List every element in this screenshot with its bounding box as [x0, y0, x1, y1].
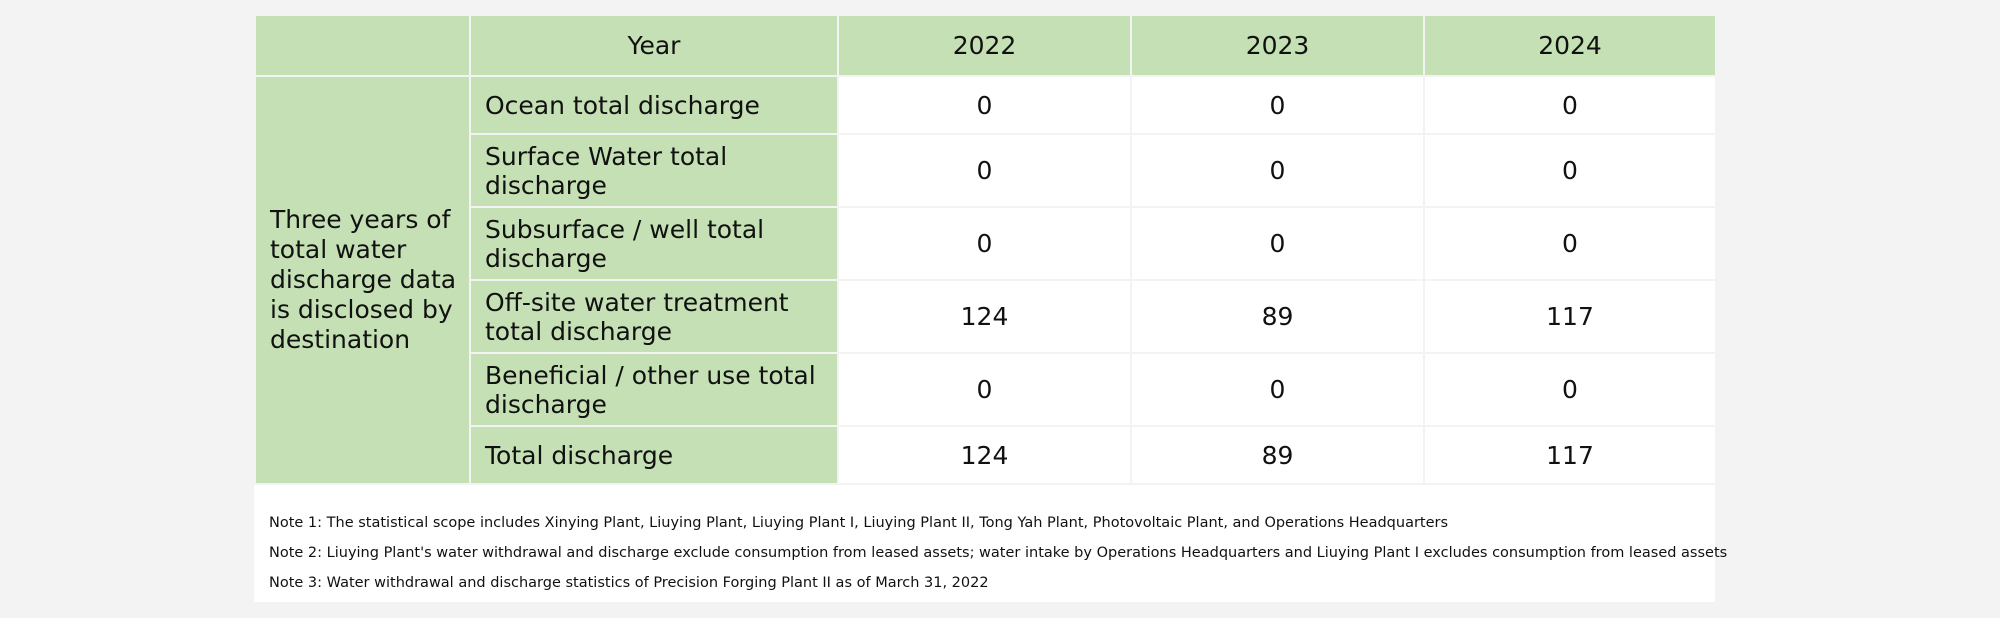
water-discharge-table: Year 2022 2023 2024 Three years of total…: [254, 14, 1717, 485]
header-corner-cell: [254, 14, 471, 77]
table-cell: 89: [1130, 279, 1425, 354]
table-cell: 0: [837, 352, 1132, 427]
header-year-2022: 2022: [837, 14, 1132, 77]
table-cell: 0: [1130, 206, 1425, 281]
row-group-label: Three years of total water discharge dat…: [254, 75, 471, 485]
header-year-2024: 2024: [1423, 14, 1717, 77]
table-cell: 0: [1423, 352, 1717, 427]
table-cell: 117: [1423, 425, 1717, 485]
footnote-3: Note 3: Water withdrawal and discharge s…: [269, 575, 989, 591]
footnotes: Note 1: The statistical scope includes X…: [269, 508, 1727, 598]
header-year-2023: 2023: [1130, 14, 1425, 77]
table-row: Three years of total water discharge dat…: [254, 75, 1717, 485]
table-row: Beneficial / other use total discharge 0…: [255, 352, 1717, 427]
row-label-ocean: Ocean total discharge: [469, 75, 839, 135]
table-cell: 0: [1423, 75, 1717, 135]
table-cell: 0: [1423, 133, 1717, 208]
row-label-subsurface: Subsurface / well total discharge: [469, 206, 839, 281]
table-cell: 124: [837, 279, 1132, 354]
table-cell: 124: [837, 425, 1132, 485]
footnote-1: Note 1: The statistical scope includes X…: [269, 515, 1449, 531]
row-label-surface-water: Surface Water total discharge: [469, 133, 839, 208]
table-cell: 117: [1423, 279, 1717, 354]
table-cell: 0: [1130, 352, 1425, 427]
table-cell: 0: [1130, 133, 1425, 208]
table-cell: 0: [837, 133, 1132, 208]
table-cell: 0: [1130, 75, 1425, 135]
table-cell: 0: [837, 75, 1132, 135]
footnote-2: Note 2: Liuying Plant's water withdrawal…: [269, 545, 1728, 561]
table-header-row: Year 2022 2023 2024: [254, 14, 1717, 77]
table-cell: 89: [1130, 425, 1425, 485]
table-cell: 0: [1423, 206, 1717, 281]
table-cell: 0: [837, 206, 1132, 281]
table-row: Surface Water total discharge 0 0 0: [255, 133, 1717, 208]
table-row: Off-site water treatment total discharge…: [255, 279, 1717, 354]
row-label-offsite-treatment: Off-site water treatment total discharge: [469, 279, 839, 354]
table-row: Subsurface / well total discharge 0 0 0: [255, 206, 1717, 281]
water-discharge-sheet: Year 2022 2023 2024 Three years of total…: [254, 14, 1727, 602]
table-row: Total discharge 124 89 117: [255, 425, 1717, 485]
row-label-total: Total discharge: [469, 425, 839, 485]
row-label-beneficial-use: Beneficial / other use total discharge: [469, 352, 839, 427]
header-year-label: Year: [469, 14, 839, 77]
